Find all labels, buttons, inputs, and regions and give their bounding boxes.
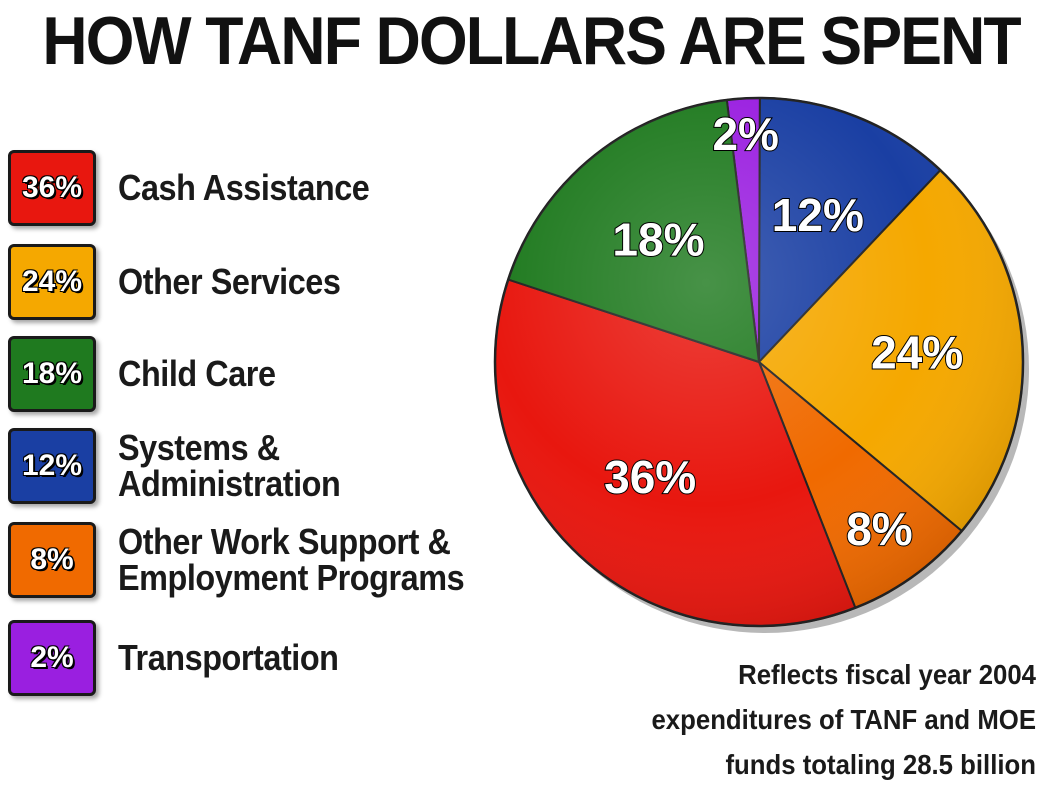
legend-label: Child Care <box>118 353 276 394</box>
legend-item: 12% Systems & Administration <box>8 428 548 508</box>
pie-slice-label: 2% <box>712 108 778 160</box>
chart-title: HOW TANF DOLLARS ARE SPENT <box>42 3 1021 79</box>
footnote-line-1: Reflects fiscal year 2004 <box>738 659 1036 690</box>
pie-gloss <box>495 98 1023 626</box>
footnote-line-2: expenditures of TANF and MOE <box>651 704 1036 735</box>
legend-label: Other Work Support & Employment Programs <box>118 521 465 598</box>
legend-swatch: 8% <box>8 522 96 598</box>
legend-item: 8% Other Work Support & Employment Progra… <box>8 522 548 602</box>
legend-swatch-value: 8% <box>30 543 74 576</box>
legend-swatch-value: 36% <box>21 171 83 204</box>
pie-slice-label: 36% <box>604 451 696 503</box>
legend-swatch: 18% <box>8 336 96 412</box>
pie-slice-label: 24% <box>871 327 963 379</box>
pie-slice-label: 18% <box>612 214 704 266</box>
legend-swatch: 12% <box>8 428 96 504</box>
legend-swatch: 36% <box>8 150 96 226</box>
pie-slice-label: 8% <box>846 503 912 555</box>
legend-swatch: 24% <box>8 244 96 320</box>
legend-swatch-value: 18% <box>21 357 83 390</box>
legend-item: 18% Child Care <box>8 336 548 416</box>
legend-item: 2% Transportation <box>8 620 548 700</box>
legend-swatch-value: 12% <box>21 449 83 482</box>
pie-slice-label: 12% <box>772 189 864 241</box>
footnote-line-3: funds totaling 28.5 billion <box>725 749 1036 780</box>
legend-item: 36% Cash Assistance <box>8 150 548 230</box>
legend-label: Other Services <box>118 261 341 302</box>
legend-swatch: 2% <box>8 620 96 696</box>
legend-swatch-value: 2% <box>30 641 74 674</box>
legend-swatch-value: 24% <box>21 265 83 298</box>
legend-item: 24% Other Services <box>8 244 548 324</box>
legend-label: Transportation <box>118 637 339 678</box>
footnote: Reflects fiscal year 2004 expenditures o… <box>604 652 1036 787</box>
legend-label: Cash Assistance <box>118 167 370 208</box>
legend-label: Systems & Administration <box>118 427 341 504</box>
